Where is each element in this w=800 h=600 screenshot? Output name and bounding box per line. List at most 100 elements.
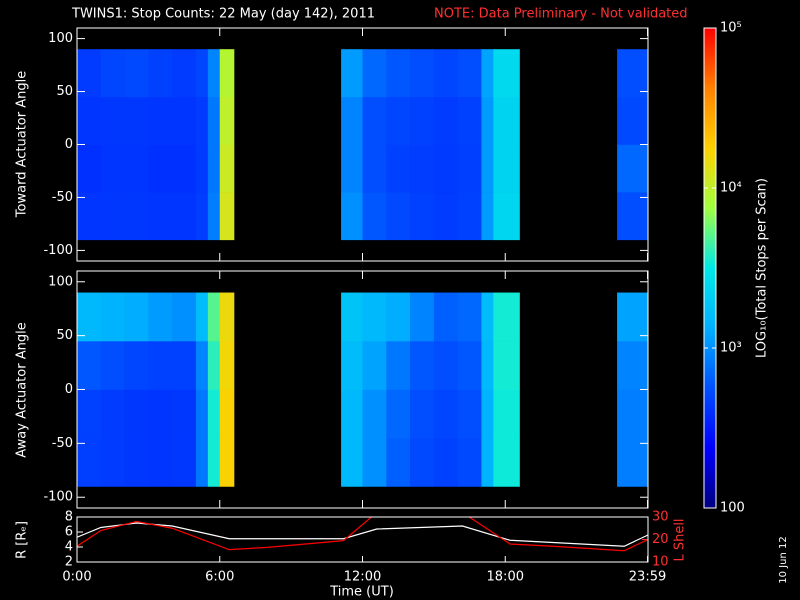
heatmap-cell [617, 49, 649, 98]
heatmap-cell [100, 49, 125, 98]
y-axis-label: R [Rₑ] [15, 521, 30, 559]
heatmap-cell [341, 49, 363, 98]
y-tick-label: 0 [65, 137, 73, 152]
heatmap-cell [362, 96, 387, 145]
y-tick-label: -50 [52, 436, 73, 451]
y2-tick-label: 10 [652, 555, 669, 570]
heatmap-cell [386, 144, 411, 193]
heatmap-cell [457, 192, 482, 241]
heatmap-cell [481, 292, 494, 342]
y2-tick-label: 20 [652, 532, 669, 547]
heatmap-cell [148, 437, 173, 487]
y-axis-label: Toward Actuator Angle [15, 71, 30, 218]
heatmap-cell [493, 96, 520, 145]
date-stamp: 10 Jun 12 [778, 536, 789, 583]
heatmap-cell [410, 341, 435, 390]
y-tick-label: 100 [48, 274, 73, 289]
heatmap-cell [457, 292, 482, 342]
heatmap-cell [195, 49, 209, 98]
heatmap-cell [410, 389, 435, 439]
heatmap-cell [172, 389, 197, 439]
heatmap-cell [341, 437, 363, 487]
heatmap-cell [386, 96, 411, 145]
heatmap-cell [481, 144, 494, 193]
heatmap-cell [410, 96, 435, 145]
x-tick-label: 12:00 [344, 570, 381, 585]
heatmap-cell [362, 144, 387, 193]
heatmap-cell [481, 437, 494, 487]
heatmap-cell [77, 192, 102, 241]
heatmap-cell [148, 144, 173, 193]
heatmap-cell [341, 292, 363, 342]
heatmap-cell [493, 437, 520, 487]
heatmap-cell [124, 144, 149, 193]
heatmap-cell [493, 144, 520, 193]
heatmap-cell [124, 192, 149, 241]
heatmap-cell [172, 144, 197, 193]
heatmap-cell [386, 192, 411, 241]
heatmap-cell [362, 49, 387, 98]
heatmap-cell [617, 144, 649, 193]
heatmap-cell [457, 341, 482, 390]
heatmap-cell [219, 341, 235, 390]
plot-frame [76, 27, 649, 262]
heatmap-cell [617, 341, 649, 390]
heatmap-cell [77, 341, 102, 390]
heatmap-cell [172, 437, 197, 487]
heatmap-cell [457, 49, 482, 98]
y-tick-label: 6 [65, 525, 73, 540]
heatmap-cell [207, 341, 221, 390]
x-tick-label: 6:00 [205, 570, 234, 585]
heatmap-cell [77, 144, 102, 193]
heatmap-cell [386, 389, 411, 439]
heatmap-cell [100, 341, 125, 390]
heatmap-cell [493, 192, 520, 241]
colorbar-tick-label: 100 [720, 501, 745, 516]
heatmap-cell [433, 49, 458, 98]
heatmap-cell [124, 437, 149, 487]
heatmap-cell [195, 389, 209, 439]
heatmap-cell [207, 389, 221, 439]
heatmap-cell [433, 389, 458, 439]
heatmap-cell [124, 292, 149, 342]
colorbar-label: LOG₁₀(Total Stops per Scan) [755, 178, 770, 358]
heatmap-cell [100, 96, 125, 145]
heatmap-cell [195, 437, 209, 487]
heatmap-cell [100, 437, 125, 487]
heatmap-cell [219, 389, 235, 439]
y-tick-label: 50 [56, 84, 73, 99]
heatmap-cell [481, 192, 494, 241]
heatmap-cell [148, 341, 173, 390]
heatmap-cell [386, 437, 411, 487]
y-tick-label: -50 [52, 190, 73, 205]
heatmap-cell [433, 192, 458, 241]
heatmap-cell [100, 144, 125, 193]
y-axis-label: Away Actuator Angle [15, 322, 30, 457]
heatmap-cell [410, 192, 435, 241]
line [77, 517, 648, 552]
heatmap-cell [124, 389, 149, 439]
heatmap-cell [195, 341, 209, 390]
heatmap-cell [481, 49, 494, 98]
heatmap-cell [124, 96, 149, 145]
x-tick-label: 0:00 [62, 570, 91, 585]
heatmap-cell [195, 144, 209, 193]
heatmap-cell [410, 144, 435, 193]
chart-title: TWINS1: Stop Counts: 22 May (day 142), 2… [71, 7, 375, 22]
heatmap-cell [207, 292, 221, 342]
heatmap-cell [124, 341, 149, 390]
heatmap-cell [77, 389, 102, 439]
heatmap-cell [386, 49, 411, 98]
heatmap-cell [219, 192, 235, 241]
heatmap-cell [433, 292, 458, 342]
heatmap-cell [100, 192, 125, 241]
heatmap-cell [172, 192, 197, 241]
heatmap-cell [207, 96, 221, 145]
heatmap-cell [100, 292, 125, 342]
heatmap-cell [410, 437, 435, 487]
colorbar-tick-label: 10⁵ [720, 21, 742, 36]
y2-tick-label: 30 [652, 510, 669, 525]
y-tick-label: 100 [48, 31, 73, 46]
heatmap-cell [148, 389, 173, 439]
